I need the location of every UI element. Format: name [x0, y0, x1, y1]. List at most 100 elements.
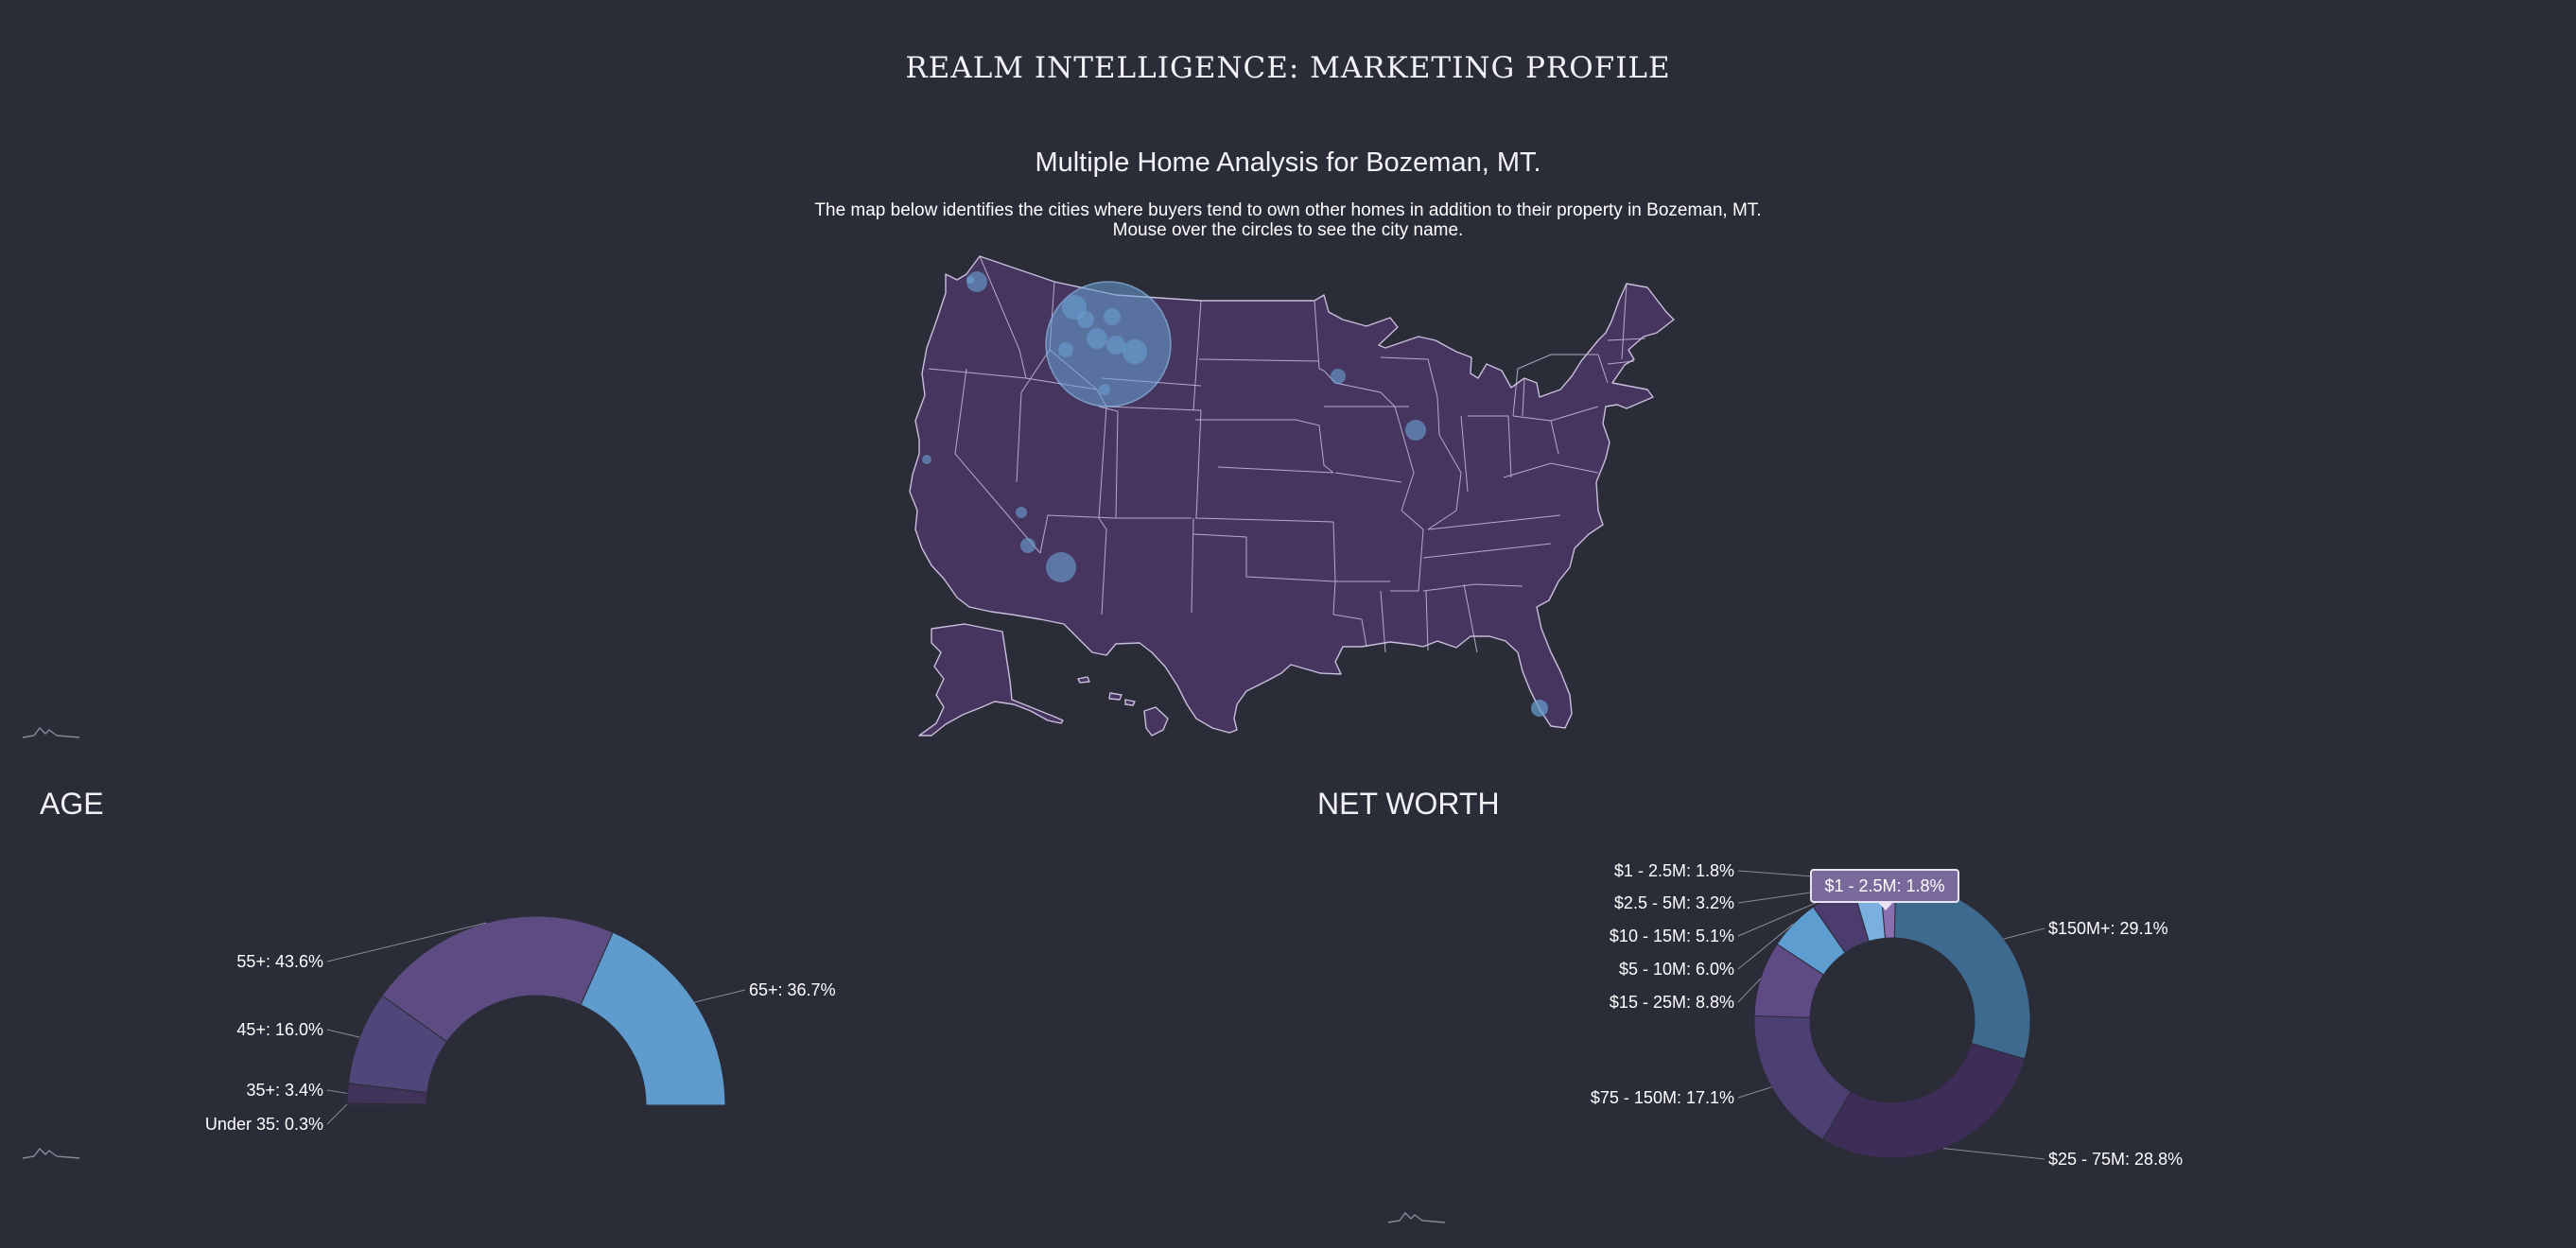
nw-leader-line: [1943, 1148, 2045, 1160]
age-label-35: 35+: 3.4%: [246, 1081, 323, 1100]
state-border: [1318, 368, 1415, 511]
state-border: [1098, 406, 1119, 519]
nw-label-150m: $150M+: 29.1%: [2048, 919, 2168, 938]
state-border: [1422, 543, 1552, 559]
state-border: [1597, 354, 1609, 384]
state-border: [1334, 472, 1402, 483]
age-leader-line: [326, 1103, 348, 1125]
state-border: [1380, 356, 1438, 398]
age-label-under-35: Under 35: 0.3%: [205, 1115, 323, 1134]
age-leader-line: [326, 1089, 348, 1094]
age-leader-line: [326, 1029, 360, 1038]
nw-label-25-75m: $25 - 75M: 28.8%: [2048, 1150, 2183, 1169]
state-border: [1390, 510, 1424, 592]
state-border: [1361, 618, 1367, 648]
brand-mountain-icon: [1387, 1211, 1446, 1223]
state-border: [1422, 583, 1523, 592]
state-border: [1314, 300, 1320, 370]
tooltip-pointer: [1877, 901, 1894, 910]
city-bubble[interactable]: [1058, 342, 1073, 357]
state-border: [1512, 354, 1598, 417]
city-bubble[interactable]: [1020, 538, 1036, 553]
state-border: [1192, 300, 1202, 411]
map-title: Multiple Home Analysis for Bozeman, MT.: [1035, 147, 1541, 178]
state-border: [1427, 396, 1462, 530]
city-bubble[interactable]: [922, 455, 931, 464]
city-bubble[interactable]: [1106, 336, 1125, 355]
age-leader-line: [694, 989, 746, 1003]
state-border: [1427, 514, 1561, 530]
city-bubble[interactable]: [1405, 420, 1426, 441]
state-border: [1607, 338, 1646, 341]
age-section-title: AGE: [40, 787, 104, 821]
state-border: [1607, 360, 1635, 365]
city-bubble[interactable]: [966, 276, 974, 284]
map-description-line-1: The map below identifies the cities wher…: [814, 200, 1762, 220]
city-bubble[interactable]: [1531, 700, 1548, 717]
net-worth-tooltip: $1 - 2.5M: 1.8%: [1810, 869, 1959, 903]
nw-label-2-5-5m: $2.5 - 5M: 3.2%: [1614, 893, 1734, 912]
net-worth-section-title: NET WORTH: [1317, 787, 1500, 821]
nw-label-10-15m: $10 - 15M: 5.1%: [1610, 927, 1734, 945]
state-border: [1460, 415, 1469, 493]
state-border: [954, 368, 1041, 554]
state-borders: [928, 255, 1646, 653]
alaska-shape: [918, 623, 1064, 737]
city-bubble[interactable]: [1046, 552, 1076, 582]
state-border: [1463, 583, 1478, 653]
nw-label-15-25m: $15 - 25M: 8.8%: [1610, 993, 1734, 1012]
nw-slice-150m[interactable]: [1893, 881, 2031, 1060]
city-bubble[interactable]: [1104, 308, 1121, 325]
city-bubble[interactable]: [1099, 384, 1110, 395]
nw-leader-line: [1737, 978, 1762, 1003]
state-border: [1621, 283, 1627, 360]
nw-label-75-150m: $75 - 150M: 17.1%: [1591, 1088, 1734, 1107]
city-bubble[interactable]: [1331, 369, 1346, 384]
map-description: The map below identifies the cities wher…: [0, 200, 2576, 240]
age-slice-65[interactable]: [580, 931, 726, 1106]
state-border: [1192, 533, 1336, 582]
state-border: [1550, 406, 1599, 422]
city-bubble[interactable]: [1077, 311, 1094, 328]
age-slice-55[interactable]: [381, 915, 614, 1043]
hawaii-islet: [1108, 692, 1123, 701]
city-bubble[interactable]: [1087, 328, 1107, 349]
city-bubbles: [922, 271, 1548, 717]
state-border: [1039, 514, 1192, 554]
state-border: [1522, 377, 1525, 417]
state-border: [1503, 462, 1599, 478]
state-border: [1098, 517, 1107, 615]
state-border: [1332, 521, 1363, 620]
state-border: [1425, 590, 1429, 651]
nw-slice-25-75m[interactable]: [1822, 1042, 2026, 1159]
nw-label-1-2-5m: $1 - 2.5M: 1.8%: [1614, 861, 1734, 880]
brand-mountain-icon: [22, 1147, 80, 1159]
state-border: [1105, 406, 1202, 519]
nw-leader-line: [1737, 1086, 1772, 1099]
state-border: [1191, 517, 1194, 614]
state-border: [1468, 415, 1512, 478]
city-bubble[interactable]: [1016, 507, 1027, 518]
state-border: [1195, 419, 1334, 474]
brand-mountain-icon: [22, 726, 80, 738]
city-bubble[interactable]: [1123, 339, 1147, 364]
age-label-45: 45+: 16.0%: [236, 1020, 323, 1039]
hawaii-islet: [1124, 699, 1136, 706]
nw-leader-line: [1737, 923, 1794, 970]
state-border: [1380, 590, 1386, 653]
state-border: [928, 368, 1027, 379]
nw-leader-line: [2003, 927, 2045, 940]
state-border: [1198, 358, 1320, 362]
map-description-line-2: Mouse over the circles to see the city n…: [1112, 220, 1464, 240]
age-leader-line: [326, 922, 487, 962]
age-label-65: 65+: 36.7%: [749, 980, 836, 999]
state-border: [1194, 517, 1334, 523]
age-label-55: 55+: 43.6%: [236, 952, 323, 971]
state-border: [1217, 466, 1334, 474]
state-border: [979, 255, 1027, 379]
page-title: REALM INTELLIGENCE: MARKETING PROFILE: [905, 51, 1671, 85]
hawaii-islet: [1077, 676, 1090, 684]
